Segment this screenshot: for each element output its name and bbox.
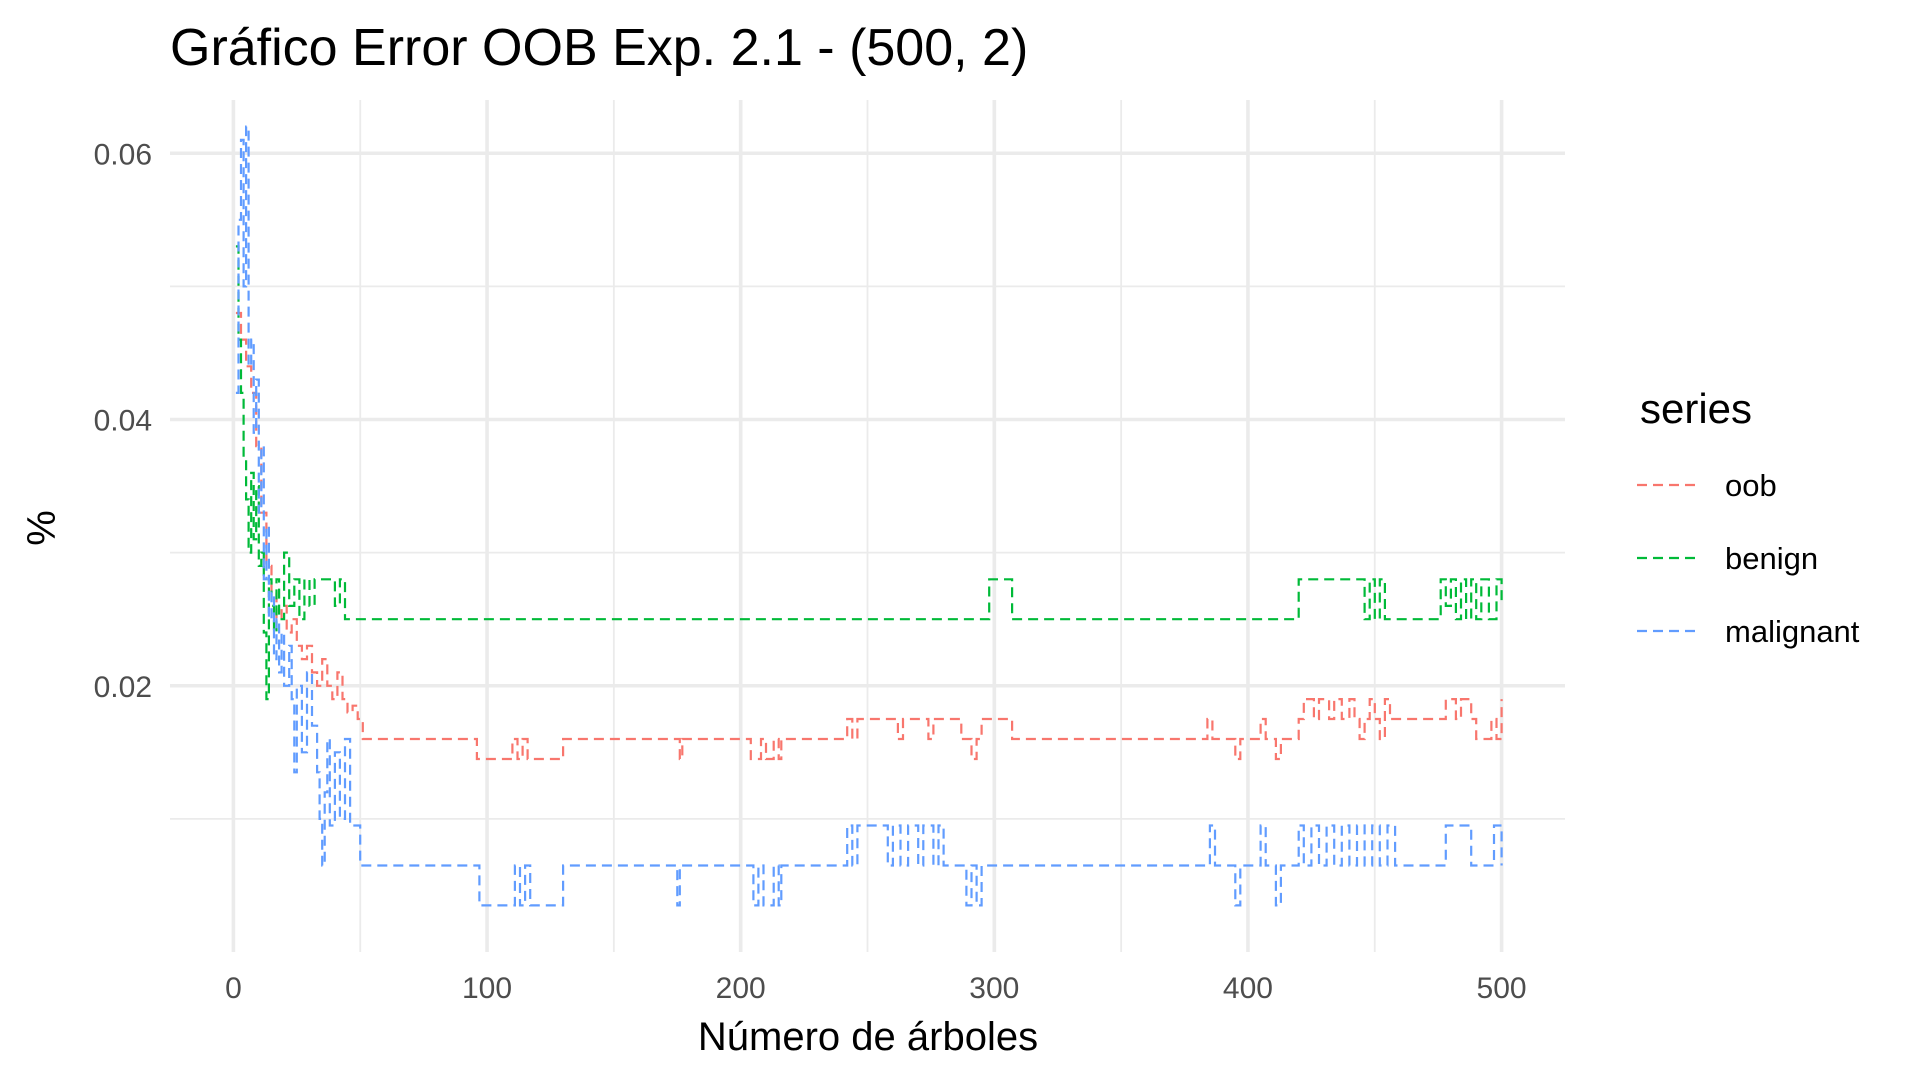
- series-line-malignant: [235, 125, 1503, 907]
- legend: series oob benign malignant: [1637, 385, 1860, 649]
- x-tick-label: 100: [462, 972, 512, 1005]
- x-tick-labels: 0 100 200 300 400 500: [225, 972, 1527, 1005]
- x-tick-label: 200: [716, 972, 766, 1005]
- y-tick-labels: 0.02 0.04 0.06: [94, 138, 152, 704]
- x-tick-label: 500: [1477, 972, 1527, 1005]
- chart-title: Gráfico Error OOB Exp. 2.1 - (500, 2): [170, 19, 1028, 77]
- y-tick-label: 0.02: [94, 671, 152, 704]
- legend-items: oob benign malignant: [1637, 468, 1860, 649]
- y-tick-label: 0.04: [94, 405, 152, 438]
- legend-label-malignant: malignant: [1725, 614, 1860, 649]
- series-lines: [235, 125, 1503, 907]
- legend-label-benign: benign: [1725, 541, 1818, 576]
- grid: [170, 100, 1565, 952]
- x-tick-label: 400: [1223, 972, 1273, 1005]
- x-tick-label: 0: [225, 972, 242, 1005]
- y-axis-title: %: [20, 510, 64, 546]
- series-line-benign: [235, 245, 1503, 701]
- series-line-oob: [235, 311, 1503, 761]
- y-tick-label: 0.06: [94, 138, 152, 171]
- legend-label-oob: oob: [1725, 468, 1777, 503]
- x-axis-title: Número de árboles: [698, 1015, 1038, 1059]
- legend-title: series: [1640, 385, 1752, 432]
- x-tick-label: 300: [969, 972, 1019, 1005]
